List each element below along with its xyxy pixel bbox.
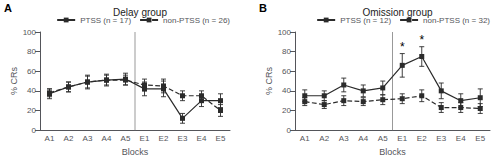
- svg-text:A1: A1: [300, 134, 310, 143]
- svg-text:A: A: [4, 2, 12, 14]
- svg-text:E3: E3: [436, 134, 446, 143]
- svg-text:Blocks: Blocks: [379, 147, 406, 157]
- svg-text:A2: A2: [319, 134, 329, 143]
- svg-text:A4: A4: [102, 134, 112, 143]
- svg-text:E2: E2: [417, 134, 427, 143]
- svg-text:100: 100: [23, 28, 37, 37]
- svg-text:*: *: [419, 33, 424, 47]
- svg-text:80: 80: [282, 47, 291, 56]
- svg-text:E4: E4: [456, 134, 466, 143]
- svg-text:E3: E3: [178, 134, 188, 143]
- svg-text:A3: A3: [339, 134, 349, 143]
- svg-text:E1: E1: [397, 134, 407, 143]
- svg-text:20: 20: [27, 106, 36, 115]
- svg-text:Delay group: Delay group: [113, 7, 167, 18]
- svg-text:non-PTSS (n = 26): non-PTSS (n = 26): [163, 16, 230, 25]
- svg-text:E2: E2: [159, 134, 169, 143]
- svg-text:A3: A3: [83, 134, 93, 143]
- svg-text:PTSS (n = 17): PTSS (n = 17): [80, 15, 132, 25]
- svg-text:E4: E4: [197, 134, 207, 143]
- svg-text:40: 40: [282, 86, 291, 95]
- svg-text:20: 20: [282, 106, 291, 115]
- svg-text:60: 60: [27, 67, 36, 76]
- svg-text:A1: A1: [45, 134, 55, 143]
- svg-text:E1: E1: [140, 134, 150, 143]
- svg-text:% CRs: % CRs: [9, 67, 19, 96]
- svg-text:PTSS (n = 12): PTSS (n = 12): [340, 15, 392, 25]
- svg-text:0: 0: [287, 126, 292, 135]
- svg-text:Omission group: Omission group: [362, 7, 432, 18]
- svg-text:Blocks: Blocks: [122, 147, 149, 157]
- svg-text:A4: A4: [358, 134, 368, 143]
- svg-text:0: 0: [32, 126, 37, 135]
- svg-text:40: 40: [27, 86, 36, 95]
- svg-text:A5: A5: [121, 134, 131, 143]
- svg-text:B: B: [259, 2, 267, 14]
- svg-text:E5: E5: [475, 134, 485, 143]
- svg-text:100: 100: [278, 28, 292, 37]
- svg-text:80: 80: [27, 47, 36, 56]
- svg-text:A2: A2: [64, 134, 74, 143]
- svg-text:non-PTSS (n = 32): non-PTSS (n = 32): [423, 16, 490, 25]
- svg-text:E5: E5: [216, 134, 226, 143]
- svg-text:A5: A5: [378, 134, 388, 143]
- svg-text:% CRs: % CRs: [264, 67, 274, 96]
- svg-text:60: 60: [282, 67, 291, 76]
- svg-text:*: *: [400, 40, 405, 54]
